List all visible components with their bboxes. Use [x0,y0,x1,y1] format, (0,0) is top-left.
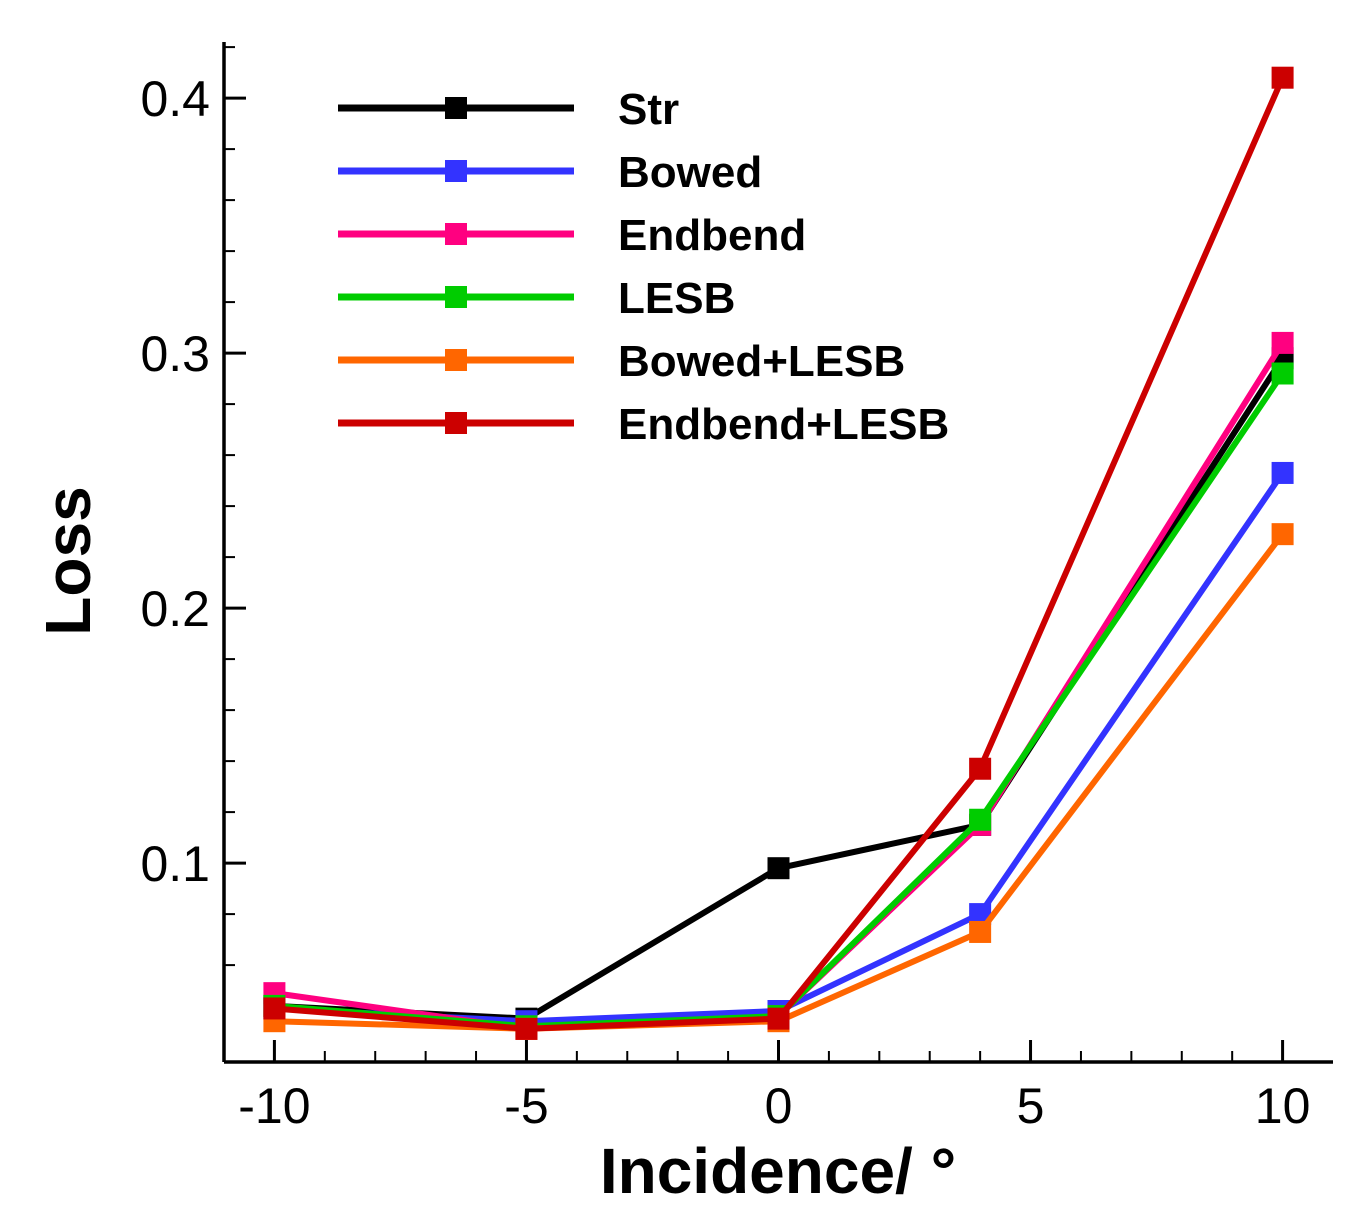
series-str [263,347,1294,1030]
legend-label: Endbend [618,211,806,260]
legend-label: Bowed+LESB [618,337,905,386]
legend-entry: LESB [338,274,735,323]
data-point [969,903,992,926]
series-bowed-lesb [263,523,1294,1040]
data-point [969,808,992,831]
data-point [1271,523,1294,546]
legend-marker [445,97,467,119]
legend-label: Str [618,85,679,134]
legend-entry: Bowed [338,148,762,197]
series-lesb [263,362,1294,1038]
series-endbend-lesb [263,66,1294,1040]
data-point [263,997,286,1020]
legend-marker [445,223,467,245]
legend-label: Bowed [618,148,762,197]
data-point [1271,66,1294,89]
x-tick-label: 5 [1017,1078,1045,1134]
x-axis-title: Incidence/ ° [600,1135,956,1207]
y-tick-label: 0.4 [140,71,210,127]
x-tick-label: -10 [238,1078,310,1134]
legend-label: LESB [618,274,735,323]
x-tick-label: 10 [1255,1078,1311,1134]
data-point [969,920,992,943]
data-point [1271,331,1294,354]
data-point [767,1007,790,1030]
data-point [1271,461,1294,484]
series-bowed [263,461,1294,1033]
series-layer [263,66,1294,1040]
legend-entry: Endbend [338,211,806,260]
series-line [274,471,1286,1025]
axes-layer: -10 -5 0 5 10 0.1 0.2 0.3 0.4 [140,42,1333,1134]
y-tick-label: 0.1 [140,836,210,892]
x-tick-label: 0 [765,1078,793,1134]
legend-entry: Str [338,85,679,134]
legend-entry: Endbend+LESB [338,400,949,449]
legend-marker [445,349,467,371]
data-point [969,757,992,780]
y-tick-label: 0.3 [140,326,210,382]
legend: Str Bowed Endbend LESB Bowed+LESB Endbend+LES… [338,85,949,449]
legend-label: Endbend+LESB [618,400,949,449]
y-axis-title: Loss [32,486,104,635]
legend-marker [445,412,467,434]
data-point [1271,362,1294,385]
data-point [767,857,790,880]
x-tick-label: -5 [504,1078,548,1134]
series-line [274,532,1285,1032]
legend-marker [445,286,467,308]
legend-marker [445,160,467,182]
y-tick-label: 0.2 [140,581,210,637]
data-point [515,1017,538,1040]
series-line [274,371,1286,1030]
legend-entry: Bowed+LESB [338,337,905,386]
